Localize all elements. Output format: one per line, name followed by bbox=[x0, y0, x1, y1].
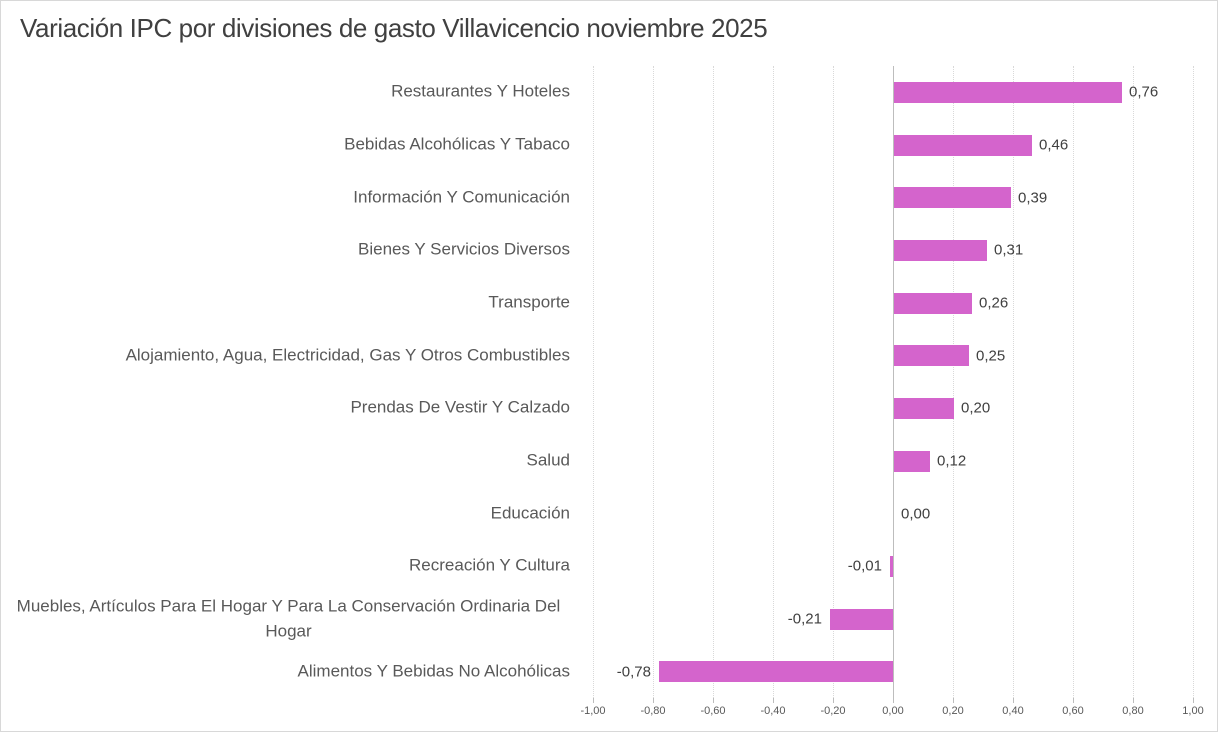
gridline bbox=[1193, 66, 1194, 698]
bar bbox=[894, 81, 1122, 103]
value-label: 0,76 bbox=[1129, 83, 1159, 101]
axis-tick bbox=[1133, 698, 1134, 703]
gridline bbox=[713, 66, 714, 698]
gridline bbox=[653, 66, 654, 698]
gridline bbox=[953, 66, 954, 698]
value-label: -0,21 bbox=[787, 610, 822, 628]
category-label: Educación bbox=[490, 503, 570, 523]
category-label: Recreación Y Cultura bbox=[409, 556, 570, 576]
bar bbox=[894, 292, 972, 314]
axis-tick bbox=[833, 698, 834, 703]
gridline bbox=[593, 66, 594, 698]
value-label: 0,20 bbox=[961, 399, 991, 417]
x-tick-label: -1,00 bbox=[580, 705, 606, 717]
value-label: 0,25 bbox=[976, 347, 1006, 365]
x-tick-label: -0,40 bbox=[760, 705, 786, 717]
x-tick-label: 0,80 bbox=[1122, 705, 1144, 717]
gridline bbox=[1133, 66, 1134, 698]
value-label: 0,26 bbox=[979, 294, 1009, 312]
axis-tick bbox=[653, 698, 654, 703]
value-label: 0,31 bbox=[994, 241, 1024, 259]
bar bbox=[830, 608, 893, 630]
category-label: Alojamiento, Agua, Electricidad, Gas Y O… bbox=[125, 345, 570, 365]
x-tick-label: 0,20 bbox=[942, 705, 964, 717]
bar bbox=[894, 450, 930, 472]
bar bbox=[659, 661, 893, 683]
gridline bbox=[1073, 66, 1074, 698]
gridline bbox=[833, 66, 834, 698]
x-tick-label: -0,80 bbox=[640, 705, 666, 717]
chart-title: Variación IPC por divisiones de gasto Vi… bbox=[20, 13, 768, 43]
axis-tick bbox=[1073, 698, 1074, 703]
value-label: 0,39 bbox=[1018, 189, 1048, 207]
category-label: Restaurantes Y Hoteles bbox=[391, 82, 570, 102]
axis-tick bbox=[1013, 698, 1014, 703]
category-label: Información Y Comunicación bbox=[353, 187, 570, 207]
bar bbox=[890, 555, 893, 577]
gridline bbox=[773, 66, 774, 698]
zero-axis-line bbox=[893, 66, 894, 698]
bar bbox=[894, 239, 987, 261]
x-tick-label: -0,60 bbox=[700, 705, 726, 717]
category-label: Bienes Y Servicios Diversos bbox=[358, 240, 570, 260]
category-label: Alimentos Y Bebidas No Alcohólicas bbox=[297, 661, 570, 681]
value-label: 0,00 bbox=[901, 505, 931, 523]
bar bbox=[894, 134, 1032, 156]
axis-tick bbox=[593, 698, 594, 703]
value-label: 0,46 bbox=[1039, 136, 1069, 154]
axis-tick bbox=[953, 698, 954, 703]
category-label: Muebles, Artículos Para El Hogar Y Para … bbox=[16, 596, 561, 640]
bar bbox=[894, 187, 1011, 209]
value-label: -0,01 bbox=[847, 557, 882, 575]
x-tick-label: -0,20 bbox=[820, 705, 846, 717]
value-label: -0,78 bbox=[616, 663, 651, 681]
x-tick-label: 0,40 bbox=[1002, 705, 1024, 717]
value-label: 0,12 bbox=[937, 452, 967, 470]
category-label: Prendas De Vestir Y Calzado bbox=[350, 398, 570, 418]
x-tick-label: 0,00 bbox=[882, 705, 904, 717]
x-tick-label: 0,60 bbox=[1062, 705, 1084, 717]
category-label: Bebidas Alcohólicas Y Tabaco bbox=[344, 134, 570, 154]
category-label: Salud bbox=[526, 450, 570, 470]
axis-tick bbox=[1193, 698, 1194, 703]
category-label: Transporte bbox=[488, 292, 570, 312]
bar bbox=[894, 345, 969, 367]
axis-tick bbox=[713, 698, 714, 703]
bar bbox=[894, 397, 954, 419]
axis-tick bbox=[773, 698, 774, 703]
gridline bbox=[1013, 66, 1014, 698]
axis-tick bbox=[893, 698, 894, 703]
x-tick-label: 1,00 bbox=[1182, 705, 1204, 717]
